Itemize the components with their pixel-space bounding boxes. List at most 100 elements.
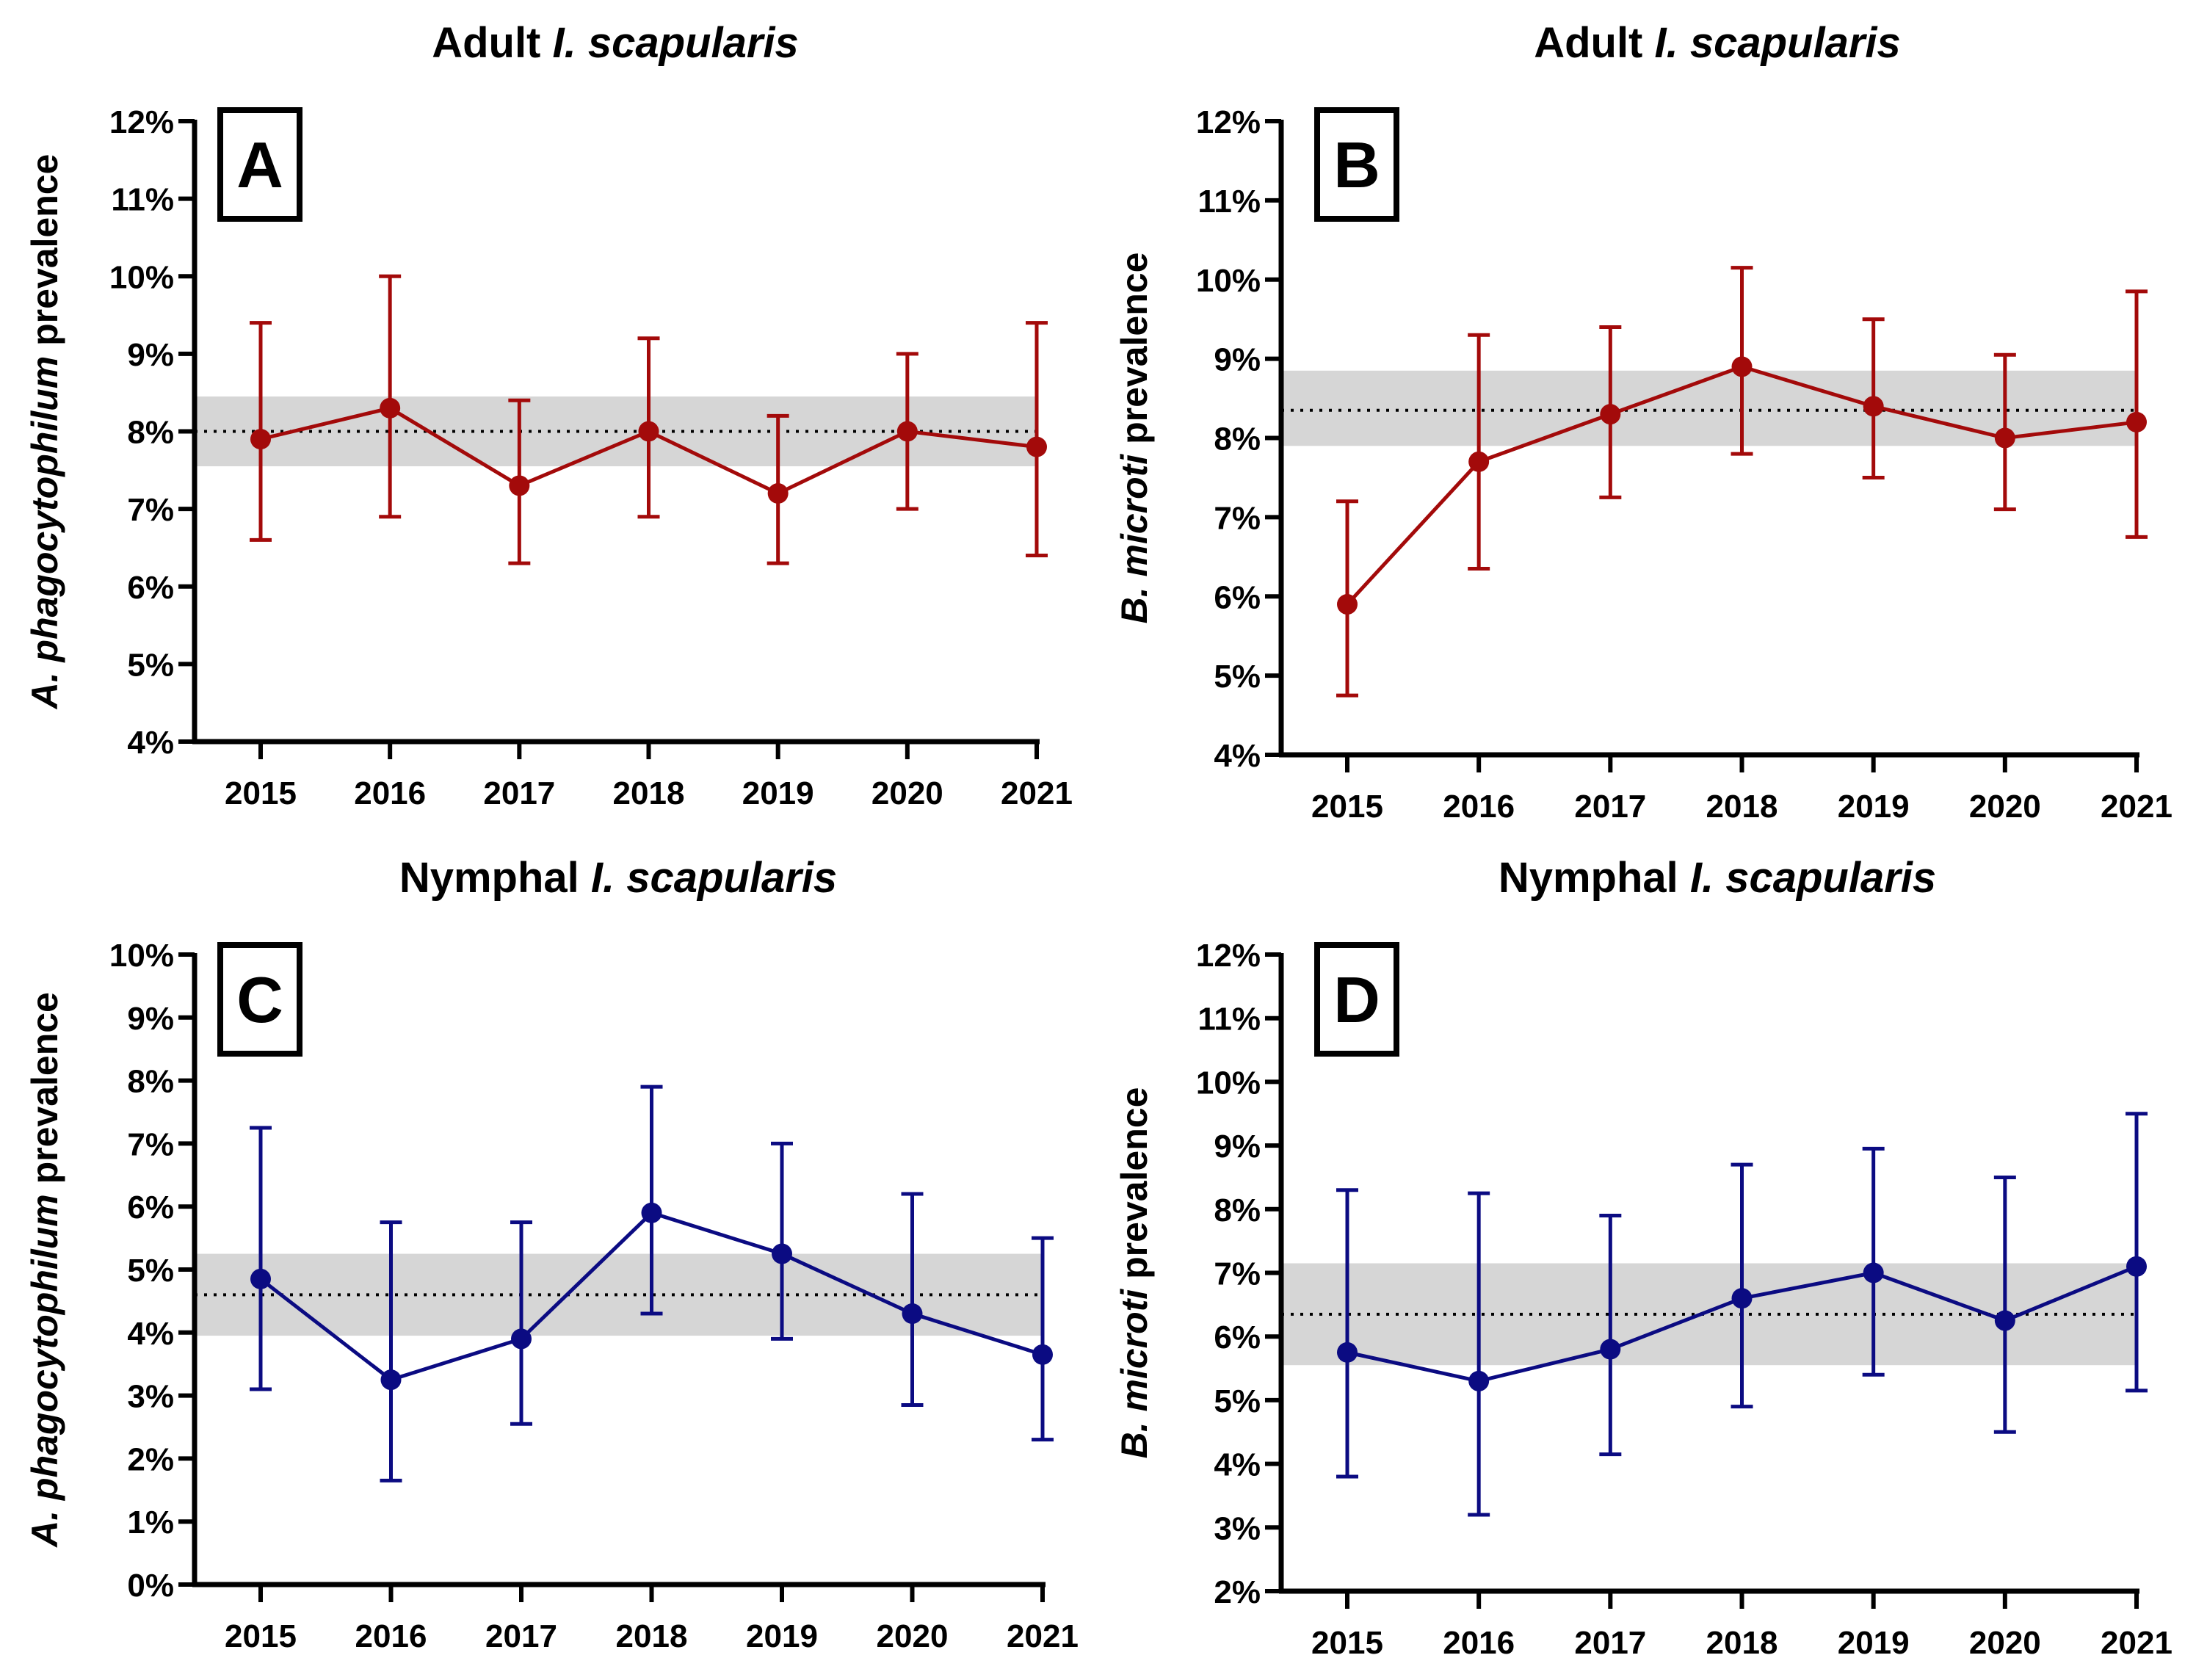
data-point (1337, 1342, 1358, 1363)
data-point (1863, 1262, 1884, 1283)
panel-letter: C (236, 963, 283, 1036)
data-point (641, 1202, 662, 1223)
x-tick-label: 2019 (1838, 1625, 1910, 1661)
y-axis-label-pathogen: B. microti (1114, 454, 1155, 624)
data-point (638, 421, 659, 442)
y-tick-label: 9% (127, 1001, 174, 1037)
error-bar (510, 1220, 532, 1426)
y-axis-label: B. microti prevalence (1114, 1087, 1155, 1459)
data-point (1994, 1310, 2015, 1331)
y-tick-label: 4% (1214, 738, 1261, 774)
chart-title: Adult I. scapularis (432, 19, 799, 67)
chart-title-species: I. scapularis (591, 854, 837, 902)
y-tick-label: 6% (127, 1190, 174, 1225)
panel-letter-box (1314, 107, 1399, 222)
x-tick-label: 2017 (485, 1618, 557, 1654)
y-tick-label: 5% (127, 647, 174, 683)
error-bar (1731, 1162, 1753, 1409)
x-tick-label: 2018 (613, 775, 685, 811)
y-tick-label: 12% (1196, 104, 1261, 140)
panel-letter-box (217, 942, 302, 1057)
panel-letter: D (1333, 963, 1380, 1036)
y-tick-label: 8% (127, 415, 174, 451)
y-axis-label-suffix: prevalence (24, 154, 65, 356)
data-point (380, 1369, 402, 1391)
x-tick-label: 2019 (742, 775, 814, 811)
data-point (509, 475, 530, 496)
y-tick-label: 9% (1214, 342, 1261, 378)
chart-title: Nymphal I. scapularis (399, 854, 837, 902)
chart-title-prefix: Adult (432, 19, 552, 67)
error-bar (250, 1126, 272, 1391)
error-bar (1599, 1213, 1622, 1457)
panel-letter: A (236, 128, 283, 201)
x-tick-label: 2015 (1311, 789, 1383, 825)
error-bar (379, 274, 402, 519)
x-tick-label: 2018 (1706, 789, 1778, 825)
y-tick-label: 5% (127, 1253, 174, 1289)
x-tick-label: 2016 (1443, 789, 1515, 825)
y-axis-label-pathogen: A. phagocytophilum (24, 356, 65, 711)
x-tick-label: 2015 (1311, 1625, 1383, 1661)
data-point (767, 483, 789, 504)
x-tick-label: 2020 (1969, 1625, 2041, 1661)
y-tick-label: 11% (1197, 184, 1261, 220)
error-bar (1032, 1236, 1054, 1442)
y-tick-label: 10% (1196, 263, 1261, 299)
reference-band (1281, 370, 2137, 446)
y-tick-label: 9% (127, 337, 174, 373)
data-point (511, 1328, 532, 1350)
data-point (2126, 411, 2147, 432)
y-tick-label: 3% (1214, 1510, 1261, 1546)
y-axis-label-suffix: prevalence (24, 992, 65, 1194)
x-tick-label: 2019 (746, 1618, 818, 1654)
y-tick-label: 2% (1214, 1574, 1261, 1610)
data-point (772, 1243, 792, 1264)
y-axis-label: A. phagocytophilum prevalence (24, 992, 65, 1549)
x-tick-label: 2015 (225, 1618, 297, 1654)
x-tick-label: 2016 (1443, 1625, 1515, 1661)
x-tick-label: 2021 (2101, 1625, 2173, 1661)
error-bar (2126, 1112, 2148, 1393)
x-tick-label: 2021 (2101, 789, 2173, 825)
panel-letter: B (1333, 128, 1380, 201)
y-tick-label: 8% (127, 1064, 174, 1100)
data-point (1337, 594, 1358, 615)
y-tick-label: 7% (127, 492, 174, 528)
y-tick-label: 1% (127, 1505, 174, 1540)
data-point (1994, 427, 2015, 449)
error-bar (1468, 1191, 1490, 1517)
chart-title: Adult I. scapularis (1534, 19, 1901, 67)
chart-title-species: I. scapularis (1690, 854, 1936, 902)
panel-c: Nymphal I. scapularis 0% 1% 2% 3% 4% 5% 6% 7% 8% 9… (24, 854, 1079, 1654)
y-tick-label: 5% (1214, 1383, 1261, 1419)
chart-title-prefix: Nymphal (1499, 854, 1690, 902)
y-tick-label: 6% (1214, 579, 1261, 615)
x-tick-label: 2017 (1574, 789, 1646, 825)
x-tick-label: 2020 (871, 775, 943, 811)
data-point (1731, 1288, 1753, 1309)
y-tick-label: 9% (1214, 1129, 1261, 1165)
data-point (2126, 1256, 2147, 1277)
data-point (250, 429, 271, 450)
chart-title: Nymphal I. scapularis (1499, 854, 1936, 902)
y-tick-label: 11% (111, 182, 174, 218)
x-tick-label: 2017 (483, 775, 555, 811)
y-tick-label: 11% (1197, 1002, 1261, 1038)
y-axis-label-pathogen: B. microti (1114, 1289, 1155, 1459)
data-point (896, 421, 918, 442)
y-tick-label: 6% (127, 570, 174, 606)
error-bar (1336, 1188, 1358, 1479)
x-tick-label: 2018 (616, 1618, 688, 1654)
chart-title-prefix: Nymphal (399, 854, 591, 902)
y-tick-label: 4% (127, 725, 174, 761)
data-point (902, 1303, 923, 1325)
panel-d: Nymphal I. scapularis 2% 3% 4% 5% 6% 7% 8% 9% 10%… (1114, 854, 2173, 1661)
y-axis-label-suffix: prevalence (1114, 253, 1155, 455)
chart-title-prefix: Adult (1534, 19, 1654, 67)
chart-title-species: I. scapularis (553, 19, 799, 67)
x-tick-label: 2016 (354, 775, 426, 811)
x-tick-label: 2021 (1001, 775, 1073, 811)
data-point (1032, 1344, 1053, 1365)
